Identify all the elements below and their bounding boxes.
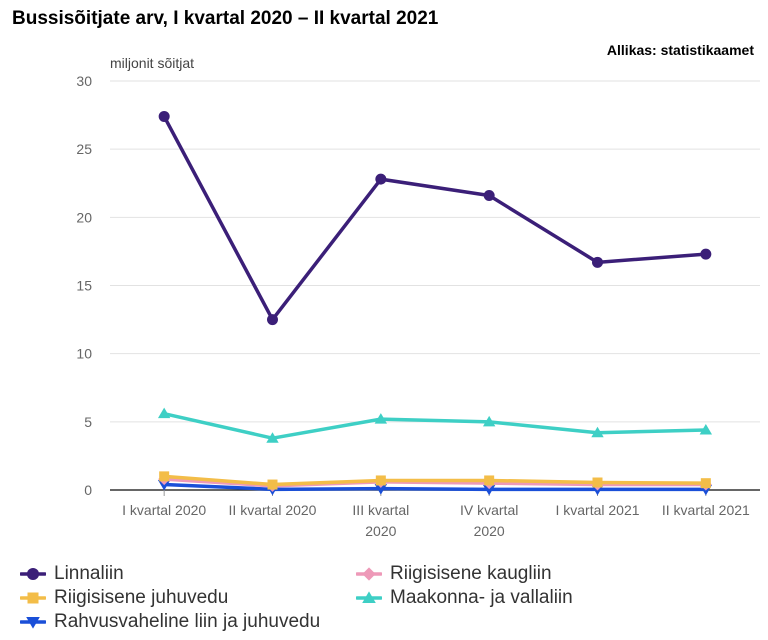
x-tick-label: I kvartal 2020 <box>122 502 206 518</box>
y-tick-label: 25 <box>76 141 92 157</box>
data-point <box>374 413 388 424</box>
y-tick-label: 10 <box>76 346 92 362</box>
data-point <box>374 484 388 495</box>
legend-label: Rahvusvaheline liin ja juhuvedu <box>54 611 321 632</box>
legend-item: Linnaliin <box>20 563 124 585</box>
data-point <box>375 173 387 185</box>
series-0 <box>158 110 712 326</box>
legend-marker <box>27 592 39 604</box>
legend-marker <box>26 567 40 581</box>
x-tick-label: 2020 <box>365 523 396 539</box>
legend-marker-icon <box>356 567 382 581</box>
legend-marker-icon <box>20 617 46 629</box>
data-point <box>592 477 603 488</box>
data-point <box>375 475 386 486</box>
legend-item: Rahvusvaheline liin ja juhuvedu <box>20 611 320 633</box>
data-point <box>267 479 278 490</box>
x-tick-label: II kvartal 2021 <box>662 502 750 518</box>
data-point <box>699 424 713 435</box>
legend-label: Riigisisene kaugliin <box>390 563 552 584</box>
x-tick-label: III kvartal <box>352 502 409 518</box>
data-point <box>591 426 604 438</box>
data-point <box>157 407 171 419</box>
x-tick-label: 2020 <box>474 523 505 539</box>
y-tick-label: 20 <box>76 209 92 225</box>
data-point <box>484 475 495 486</box>
data-point <box>266 432 279 443</box>
data-point <box>592 256 603 268</box>
legend-marker-icon <box>20 592 46 604</box>
legend-label: Riigisisene juhuvedu <box>54 587 229 608</box>
legend: Linnaliin Riigisisene kaugliin Riigisisene… <box>20 563 760 635</box>
y-tick-label: 15 <box>76 278 92 294</box>
legend-item: Riigisisene kaugliin <box>356 563 552 585</box>
data-point <box>483 190 495 202</box>
legend-item: Riigisisene juhuvedu <box>20 587 228 609</box>
y-tick-label: 30 <box>76 73 92 89</box>
data-point <box>700 478 711 489</box>
legend-label: Linnaliin <box>54 563 124 584</box>
chart-title: Bussisõitjate arv, I kvartal 2020 – II k… <box>12 8 439 29</box>
series-line <box>162 474 708 487</box>
source-label: Allikas: statistikaamet <box>606 42 754 58</box>
series-2 <box>159 471 711 490</box>
data-point <box>700 248 712 260</box>
x-tick-label: I kvartal 2021 <box>555 502 639 518</box>
legend-item: Maakonna- ja vallaliin <box>356 587 573 609</box>
line-chart: miljonit sõitjat 0 5 10 15 20 25 30 I kvartal 20… <box>76 55 760 539</box>
data-point <box>159 471 170 482</box>
y-tick-label: 5 <box>84 414 92 430</box>
data-point <box>482 484 496 496</box>
series-line <box>162 411 708 440</box>
x-tick-label: IV kvartal <box>460 502 518 518</box>
legend-marker <box>26 617 40 629</box>
series-line <box>162 114 708 322</box>
series-line <box>162 482 708 492</box>
data-point <box>482 415 496 427</box>
data-point <box>267 314 278 326</box>
legend-marker <box>362 567 376 581</box>
x-tick-label: II kvartal 2020 <box>229 502 317 518</box>
legend-marker-icon <box>20 567 46 581</box>
legend-label: Maakonna- ja vallaliin <box>390 587 573 608</box>
data-point <box>158 110 170 122</box>
y-axis-label: miljonit sõitjat <box>110 55 194 71</box>
y-tick-label: 0 <box>84 482 92 498</box>
data-point <box>157 480 171 491</box>
series-3 <box>157 407 713 443</box>
legend-marker-icon <box>356 591 382 603</box>
legend-marker <box>362 591 376 603</box>
